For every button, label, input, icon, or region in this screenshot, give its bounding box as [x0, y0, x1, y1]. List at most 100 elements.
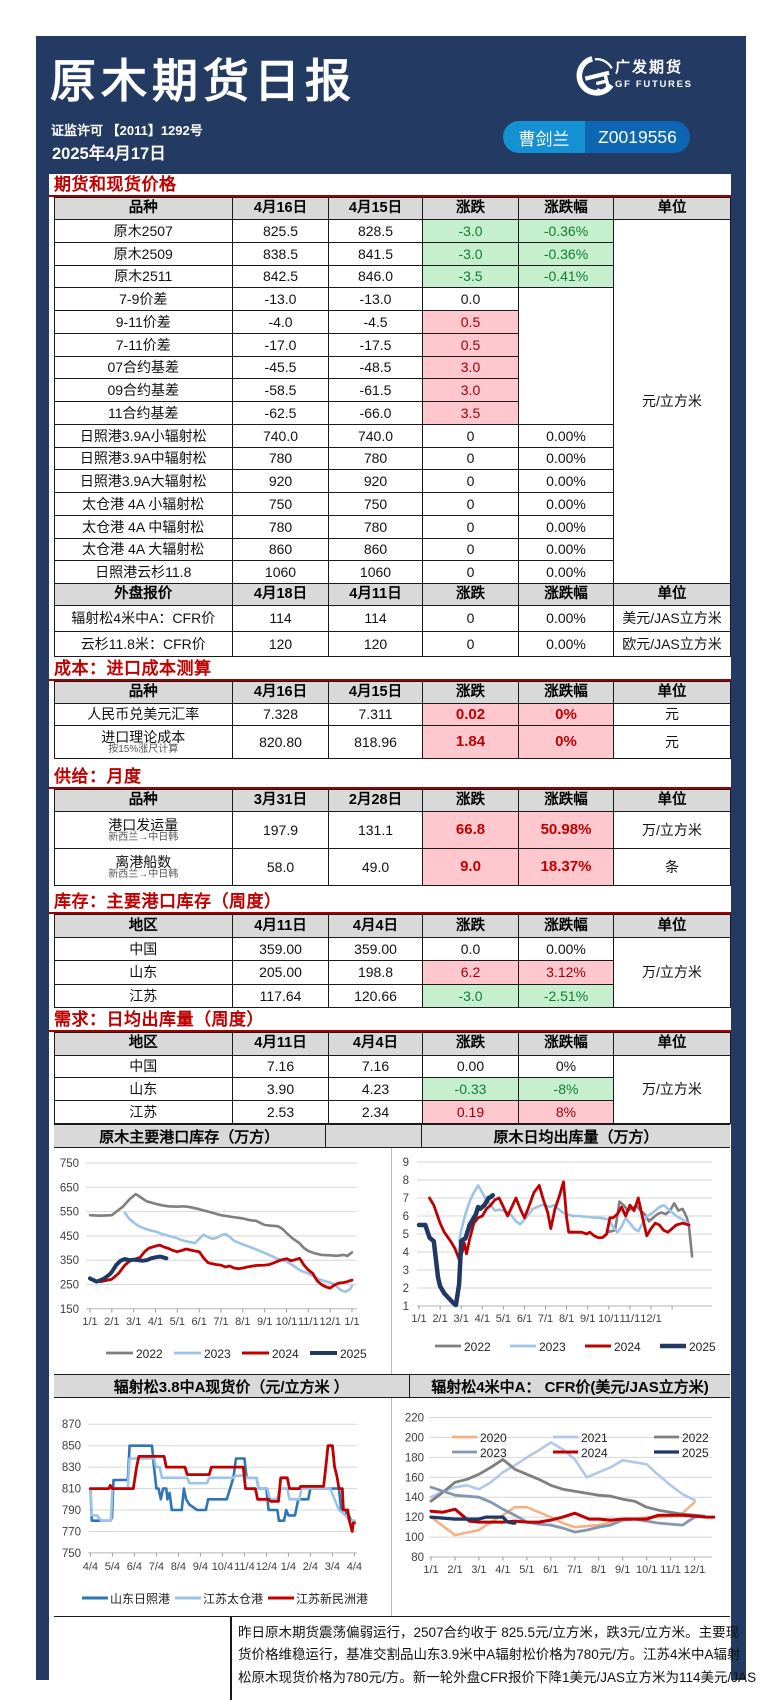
svg-text:850: 850 [62, 1441, 81, 1453]
svg-text:2020: 2020 [480, 1431, 507, 1445]
svg-text:450: 450 [60, 1231, 79, 1243]
svg-text:11/1: 11/1 [620, 1313, 641, 1325]
svg-text:1/1: 1/1 [411, 1313, 426, 1325]
svg-text:11/4: 11/4 [234, 1561, 255, 1573]
svg-text:8/1: 8/1 [235, 1316, 250, 1328]
svg-text:2021: 2021 [581, 1431, 608, 1445]
svg-text:4/1: 4/1 [148, 1316, 163, 1328]
svg-text:160: 160 [405, 1472, 424, 1484]
svg-text:2025: 2025 [682, 1446, 709, 1460]
svg-text:10/1: 10/1 [276, 1316, 297, 1328]
svg-text:80: 80 [411, 1552, 424, 1564]
svg-text:2022: 2022 [136, 1347, 163, 1361]
svg-text:140: 140 [405, 1492, 424, 1504]
svg-text:广发期货: 广发期货 [615, 58, 683, 76]
svg-text:350: 350 [60, 1255, 79, 1267]
svg-text:2024: 2024 [614, 1340, 641, 1354]
svg-text:4/4: 4/4 [347, 1561, 362, 1573]
svg-text:10/1: 10/1 [598, 1313, 619, 1325]
svg-text:650: 650 [60, 1182, 79, 1194]
svg-text:2025: 2025 [689, 1340, 716, 1354]
svg-text:12/1: 12/1 [684, 1564, 705, 1576]
svg-text:10/1: 10/1 [636, 1564, 657, 1576]
svg-text:3/1: 3/1 [126, 1316, 141, 1328]
svg-text:4/4: 4/4 [83, 1561, 98, 1573]
svg-text:6/1: 6/1 [192, 1316, 207, 1328]
svg-text:5: 5 [403, 1229, 409, 1241]
svg-text:2025: 2025 [340, 1347, 367, 1361]
svg-text:180: 180 [405, 1452, 424, 1464]
svg-text:2: 2 [403, 1283, 409, 1295]
svg-text:2022: 2022 [682, 1431, 709, 1445]
svg-text:5/1: 5/1 [170, 1316, 185, 1328]
svg-text:2/1: 2/1 [447, 1564, 462, 1576]
svg-text:11/1: 11/1 [660, 1564, 681, 1576]
svg-text:1/1: 1/1 [82, 1316, 97, 1328]
svg-text:810: 810 [62, 1484, 81, 1496]
svg-text:2023: 2023 [480, 1446, 507, 1460]
svg-text:9: 9 [403, 1157, 409, 1169]
svg-text:7/4: 7/4 [149, 1561, 164, 1573]
svg-text:山东日照港: 山东日照港 [110, 1592, 170, 1606]
svg-text:120: 120 [405, 1512, 424, 1524]
svg-text:6/1: 6/1 [517, 1313, 532, 1325]
svg-text:江苏太仓港: 江苏太仓港 [203, 1591, 263, 1606]
svg-text:11/1: 11/1 [298, 1316, 319, 1328]
svg-text:4/1: 4/1 [495, 1564, 510, 1576]
svg-text:3: 3 [403, 1265, 409, 1277]
svg-text:830: 830 [62, 1462, 81, 1474]
svg-text:5/1: 5/1 [519, 1564, 534, 1576]
svg-text:12/1: 12/1 [640, 1313, 661, 1325]
svg-text:150: 150 [60, 1304, 79, 1316]
svg-text:8: 8 [403, 1175, 409, 1187]
svg-text:江苏新民洲港: 江苏新民洲港 [296, 1591, 368, 1606]
svg-text:9/1: 9/1 [615, 1564, 630, 1576]
svg-text:7/1: 7/1 [538, 1313, 553, 1325]
svg-text:790: 790 [62, 1505, 81, 1517]
svg-text:2/1: 2/1 [104, 1316, 119, 1328]
svg-text:2/4: 2/4 [303, 1561, 318, 1573]
svg-text:100: 100 [405, 1532, 424, 1544]
svg-text:750: 750 [62, 1548, 81, 1560]
svg-text:2023: 2023 [204, 1347, 231, 1361]
svg-text:1: 1 [403, 1301, 409, 1313]
svg-text:2/1: 2/1 [432, 1313, 447, 1325]
svg-text:200: 200 [405, 1432, 424, 1444]
svg-text:1/1: 1/1 [344, 1316, 359, 1328]
svg-text:8/1: 8/1 [591, 1564, 606, 1576]
svg-text:2022: 2022 [464, 1340, 491, 1354]
svg-text:8/1: 8/1 [559, 1313, 574, 1325]
svg-text:750: 750 [60, 1158, 79, 1170]
svg-text:3/1: 3/1 [454, 1313, 469, 1325]
svg-text:8/4: 8/4 [171, 1561, 186, 1573]
svg-text:10/4: 10/4 [212, 1561, 233, 1573]
svg-text:870: 870 [62, 1419, 81, 1431]
svg-text:6: 6 [403, 1211, 409, 1223]
svg-text:9/4: 9/4 [193, 1561, 208, 1573]
svg-text:7/1: 7/1 [213, 1316, 228, 1328]
svg-text:5/4: 5/4 [105, 1561, 120, 1573]
svg-text:6/4: 6/4 [127, 1561, 142, 1573]
svg-text:7: 7 [403, 1193, 409, 1205]
svg-text:4/1: 4/1 [475, 1313, 490, 1325]
svg-text:2023: 2023 [539, 1340, 566, 1354]
svg-text:3/1: 3/1 [471, 1564, 486, 1576]
svg-text:1/1: 1/1 [423, 1564, 438, 1576]
svg-text:3/4: 3/4 [325, 1561, 340, 1573]
svg-text:220: 220 [405, 1413, 424, 1425]
svg-text:550: 550 [60, 1207, 79, 1219]
svg-text:4: 4 [403, 1247, 410, 1259]
svg-text:770: 770 [62, 1527, 81, 1539]
svg-text:2024: 2024 [581, 1446, 608, 1460]
svg-text:7/1: 7/1 [567, 1564, 582, 1576]
svg-text:1/4: 1/4 [281, 1561, 296, 1573]
svg-text:12/1: 12/1 [319, 1316, 340, 1328]
svg-text:9/1: 9/1 [257, 1316, 272, 1328]
svg-text:GF FUTURES: GF FUTURES [615, 79, 693, 90]
svg-text:2024: 2024 [272, 1347, 299, 1361]
svg-text:6/1: 6/1 [543, 1564, 558, 1576]
svg-text:250: 250 [60, 1280, 79, 1292]
svg-text:9/1: 9/1 [580, 1313, 595, 1325]
svg-text:12/4: 12/4 [256, 1561, 277, 1573]
svg-text:5/1: 5/1 [496, 1313, 511, 1325]
